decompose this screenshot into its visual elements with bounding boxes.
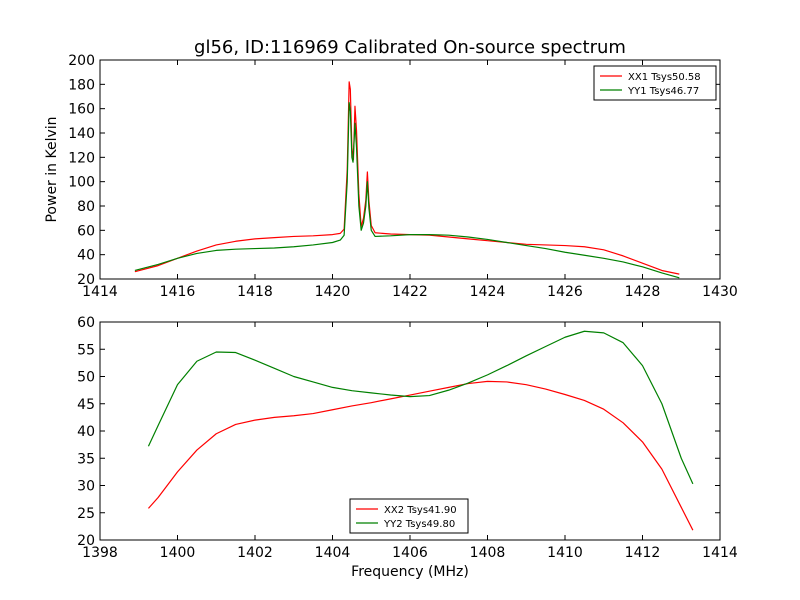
bottom-y-tick-label: 40	[77, 424, 95, 440]
top-panel-frame	[99, 59, 721, 280]
top-legend-box	[593, 65, 717, 101]
top-x-tick-label: 1420	[315, 284, 351, 300]
top-y-tick-label: 100	[68, 175, 95, 191]
bottom-y-tick-label: 20	[77, 533, 95, 549]
top-series-line-2	[134, 101, 680, 279]
bottom-y-tick-label: 55	[77, 342, 95, 358]
bottom-legend-label-2: YY2 Tsys49.80	[383, 519, 455, 530]
top-y-tick-label: 180	[68, 77, 95, 93]
bottom-y-tick-label: 35	[77, 451, 95, 467]
bottom-legend-label-1: XX2 Tsys41.90	[384, 505, 457, 516]
bottom-x-tick-label: 1400	[160, 545, 196, 561]
top-x-tick-label: 1418	[237, 284, 273, 300]
top-y-tick-label: 120	[68, 150, 95, 166]
bottom-y-tick-label: 30	[77, 479, 95, 495]
top-spectrum-panel: 1414 1416 1418 1420 1422 1424 1426 1428 1430 20 40…	[44, 53, 738, 300]
top-y-tick-label: 160	[68, 102, 95, 118]
bottom-panel-ticks: 1398 1400 1402 1404 1406 1408 1410 1412 1414 20 25…	[77, 315, 738, 561]
top-x-tick-label: 1430	[702, 284, 738, 300]
chart-title: gl56, ID:116969 Calibrated On-source spe…	[194, 37, 626, 58]
top-legend-label-1: XX1 Tsys50.58	[628, 72, 701, 83]
bottom-x-tick-label: 1408	[470, 545, 506, 561]
top-x-tick-label: 1424	[470, 284, 506, 300]
top-panel-legend: XX1 Tsys50.58 YY1 Tsys46.77	[593, 65, 717, 101]
top-x-tick-label: 1428	[625, 284, 661, 300]
top-panel-series	[134, 81, 680, 279]
top-legend-label-2: YY1 Tsys46.77	[627, 86, 699, 97]
bottom-y-tick-label: 25	[77, 506, 95, 522]
bottom-y-tick-label: 45	[77, 397, 95, 413]
top-panel-ticks: 1414 1416 1418 1420 1422 1424 1426 1428 1430 20 40…	[68, 53, 738, 300]
top-y-tick-label: 20	[77, 272, 95, 288]
bottom-x-tick-label: 1402	[237, 545, 273, 561]
top-y-tick-label: 200	[68, 53, 95, 69]
bottom-x-tick-label: 1410	[547, 545, 583, 561]
bottom-series-line-1	[147, 380, 694, 531]
bottom-spectrum-panel: 1398 1400 1402 1404 1406 1408 1410 1412 1414 20 25…	[77, 315, 738, 580]
top-y-tick-label: 40	[77, 248, 95, 264]
bottom-x-tick-label: 1404	[315, 545, 351, 561]
bottom-x-tick-label: 1406	[392, 545, 428, 561]
bottom-y-tick-label: 50	[77, 370, 95, 386]
top-x-tick-label: 1422	[392, 284, 428, 300]
bottom-x-tick-label: 1412	[625, 545, 661, 561]
top-x-tick-label: 1426	[547, 284, 583, 300]
bottom-panel-frame	[99, 321, 721, 541]
top-y-tick-label: 140	[68, 126, 95, 142]
top-x-tick-label: 1414	[82, 284, 118, 300]
top-y-tick-label: 80	[77, 199, 95, 215]
bottom-x-tick-label: 1398	[82, 545, 118, 561]
bottom-panel-xlabel: Frequency (MHz)	[351, 564, 469, 580]
bottom-panel-legend: XX2 Tsys41.90 YY2 Tsys49.80	[349, 498, 469, 534]
bottom-x-tick-label: 1414	[702, 545, 738, 561]
bottom-series-line-2	[147, 330, 694, 485]
bottom-y-tick-label: 60	[77, 315, 95, 331]
top-x-tick-label: 1416	[160, 284, 196, 300]
bottom-panel-series	[147, 330, 694, 531]
top-panel-ylabel: Power in Kelvin	[44, 116, 60, 222]
top-y-tick-label: 60	[77, 223, 95, 239]
bottom-legend-box	[349, 498, 469, 534]
top-series-line-1	[134, 81, 680, 275]
